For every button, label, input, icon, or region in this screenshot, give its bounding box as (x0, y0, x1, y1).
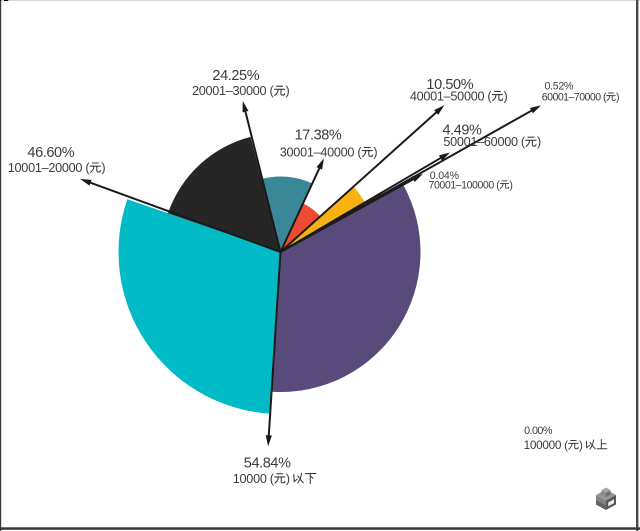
svg-text:30001–40000 (: 30001–40000 ( (280, 145, 363, 159)
svg-text:): ) (616, 92, 619, 104)
svg-text:): ) (579, 438, 583, 452)
svg-text:60001–70000 (: 60001–70000 ( (542, 92, 607, 104)
svg-text:70001–100000 (: 70001–100000 ( (429, 179, 501, 191)
svg-text:0.00%: 0.00% (524, 425, 553, 437)
svg-text:100000 (: 100000 ( (524, 438, 569, 452)
svg-text:): ) (373, 145, 377, 159)
svg-text:17.38%: 17.38% (295, 127, 342, 143)
svg-text:): ) (503, 89, 507, 103)
svg-text:0.52%: 0.52% (545, 80, 574, 92)
svg-text:): ) (509, 179, 512, 191)
svg-text:): ) (101, 161, 105, 175)
svg-text:20001–30000 (: 20001–30000 ( (192, 84, 275, 98)
svg-text:50001–60000 (: 50001–60000 ( (443, 135, 526, 149)
svg-text:46.60%: 46.60% (27, 145, 74, 161)
svg-text:): ) (286, 84, 290, 98)
svg-text:10.50%: 10.50% (426, 77, 473, 93)
svg-text:10000 (: 10000 ( (233, 472, 275, 486)
svg-text:0.04%: 0.04% (430, 170, 460, 182)
svg-text:54.84%: 54.84% (244, 456, 291, 472)
svg-text:): ) (537, 135, 541, 149)
svg-text:): ) (286, 472, 290, 486)
svg-text:4.49%: 4.49% (442, 122, 482, 138)
svg-text:24.25%: 24.25% (212, 68, 259, 84)
svg-text:40001–50000 (: 40001–50000 ( (410, 89, 493, 103)
svg-text:10001–20000 (: 10001–20000 ( (8, 161, 91, 175)
